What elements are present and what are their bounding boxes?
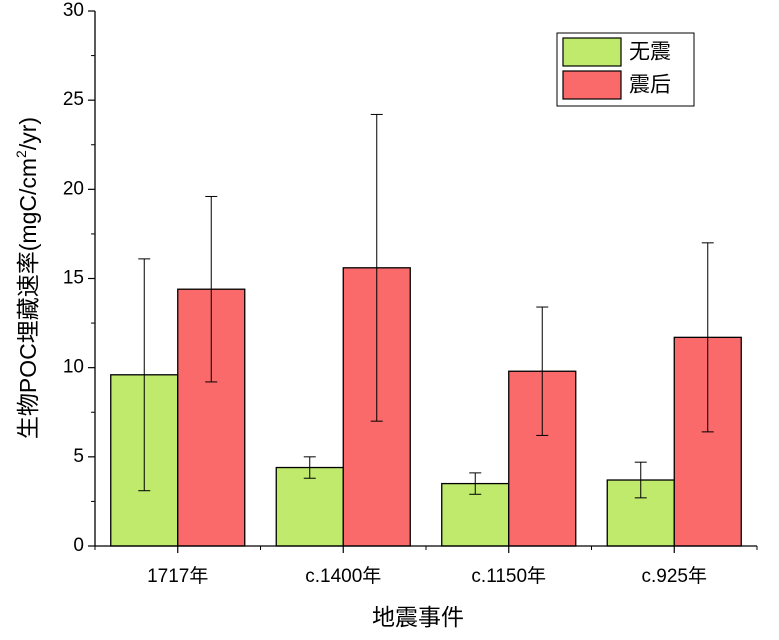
legend-swatch-1 <box>562 70 622 100</box>
x-axis-title: 地震事件 <box>372 604 464 630</box>
x-tick-label-2: c.1150年 <box>471 565 546 587</box>
y-tick-label-1: 5 <box>73 446 84 467</box>
legend-swatch-0 <box>562 37 622 67</box>
y-tick-label-6: 30 <box>63 0 84 21</box>
bars-layer <box>110 113 742 547</box>
axes-layer: 0 5 10 15 20 25 30 1717年 c.1400年 c.1150年 c.925年 <box>63 0 758 587</box>
y-tick-label-4: 20 <box>63 178 84 199</box>
y-tick-label-2: 10 <box>63 357 84 378</box>
x-tick-label-3: c.925年 <box>642 565 707 587</box>
legend-label-1: 震后 <box>629 74 671 97</box>
x-tick-label-1: c.1400年 <box>305 565 381 587</box>
x-tick-label-0: 1717年 <box>147 565 208 587</box>
legend-label-0: 无震 <box>629 41 671 64</box>
y-tick-label-0: 0 <box>73 535 84 556</box>
y-tick-label-5: 25 <box>63 89 84 110</box>
y-tick-label-3: 15 <box>63 268 84 289</box>
bar-no-quake-1 <box>275 466 344 547</box>
y-axis-title: 生物POC埋藏速率(mgC/cm2/yr) <box>13 117 41 439</box>
